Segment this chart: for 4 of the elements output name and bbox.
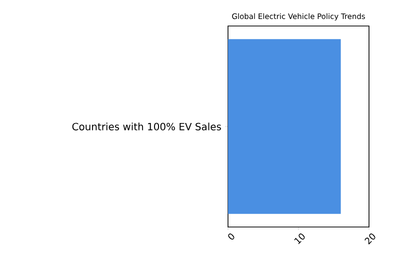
y-tick-label: Countries with 100% EV Sales bbox=[72, 122, 221, 130]
x-tick-label: 20 bbox=[364, 234, 376, 244]
x-tick-label: 10 bbox=[294, 234, 305, 244]
x-tick-label: 0 bbox=[228, 234, 234, 240]
